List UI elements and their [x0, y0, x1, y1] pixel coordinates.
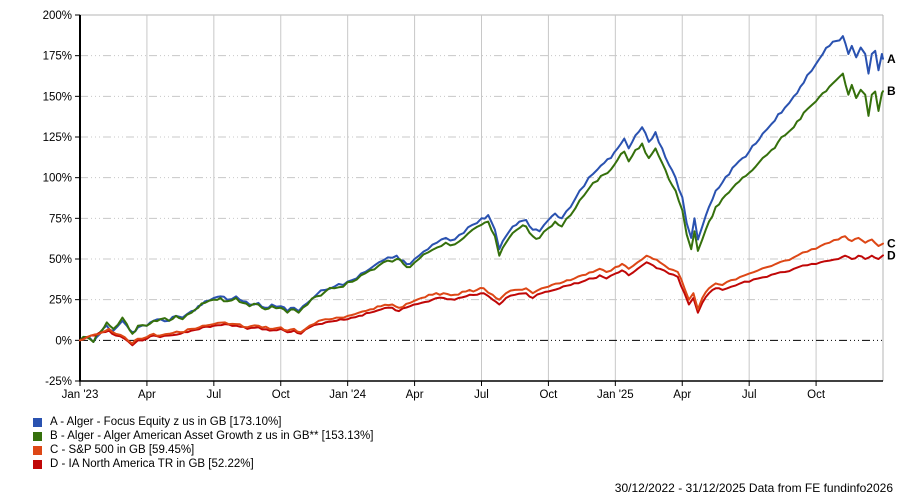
legend-swatch-b	[33, 431, 42, 441]
series-line-c	[79, 235, 884, 345]
horizontal-gridlines	[80, 55, 883, 341]
y-tick-label: 200%	[43, 10, 72, 22]
y-tick-label: 25%	[49, 295, 72, 307]
chart-legend: A - Alger - Focus Equity z us in GB [173…	[33, 415, 373, 471]
series-line-d	[79, 254, 884, 347]
legend-item-c: C - S&P 500 in GB [59.45%]	[33, 443, 373, 457]
x-tick-label: Oct	[539, 389, 558, 401]
x-tick-label: Jan '25	[597, 389, 634, 401]
y-tick-label: 50%	[49, 254, 72, 266]
vertical-gridlines	[146, 15, 817, 381]
y-tick-label: 0%	[55, 335, 72, 347]
x-tick-label: Jan '23	[62, 389, 99, 401]
legend-swatch-c	[33, 445, 42, 455]
x-tick-label: Apr	[406, 389, 424, 401]
legend-swatch-d	[33, 459, 42, 469]
series-end-label-b: B	[887, 84, 896, 98]
y-tick-label: 125%	[43, 132, 72, 144]
legend-swatch-a	[33, 417, 42, 427]
x-tick-label: Apr	[673, 389, 691, 401]
series-end-label-d: D	[887, 248, 896, 262]
y-tick-label: 100%	[43, 173, 72, 185]
series-lines	[79, 35, 884, 347]
x-tick-label: Oct	[272, 389, 291, 401]
x-tick-label: Oct	[807, 389, 826, 401]
x-tick-label: Apr	[138, 389, 156, 401]
y-tick-label: -25%	[45, 376, 72, 388]
y-axis-labels: -25% 0% 25% 50% 75% 100% 125% 150% 175% 200%	[43, 10, 80, 388]
legend-item-d: D - IA North America TR in GB [52.22%]	[33, 457, 373, 471]
legend-label-c: C - S&P 500 in GB [59.45%]	[50, 444, 195, 456]
series-line-b	[79, 72, 884, 343]
x-tick-label: Jan '24	[329, 389, 366, 401]
legend-label-b: B - Alger - Alger American Asset Growth …	[50, 430, 374, 442]
x-tick-label: Jul	[474, 389, 489, 401]
legend-item-a: A - Alger - Focus Equity z us in GB [173…	[33, 415, 373, 429]
y-tick-label: 75%	[49, 213, 72, 225]
legend-label-a: A - Alger - Focus Equity z us in GB [173…	[50, 416, 282, 428]
legend-label-d: D - IA North America TR in GB [52.22%]	[50, 458, 254, 470]
x-axis-labels: Jan '23 Apr Jul Oct Jan '24 Apr Jul Oct Jan '25 A…	[62, 381, 826, 401]
series-end-label-c: C	[887, 237, 896, 251]
series-end-labels: A B CD	[887, 52, 896, 263]
x-tick-label: Jul	[742, 389, 757, 401]
footer-date-range: 30/12/2022 - 31/12/2025 Data from FE fun…	[614, 481, 893, 495]
y-tick-label: 175%	[43, 51, 72, 63]
x-tick-label: Jul	[206, 389, 221, 401]
y-tick-label: 150%	[43, 91, 72, 103]
series-end-label-a: A	[887, 52, 896, 66]
legend-item-b: B - Alger - Alger American Asset Growth …	[33, 429, 373, 443]
chart-canvas: -25% 0% 25% 50% 75% 100% 125% 150% 175% 200% Jan '…	[43, 10, 896, 401]
